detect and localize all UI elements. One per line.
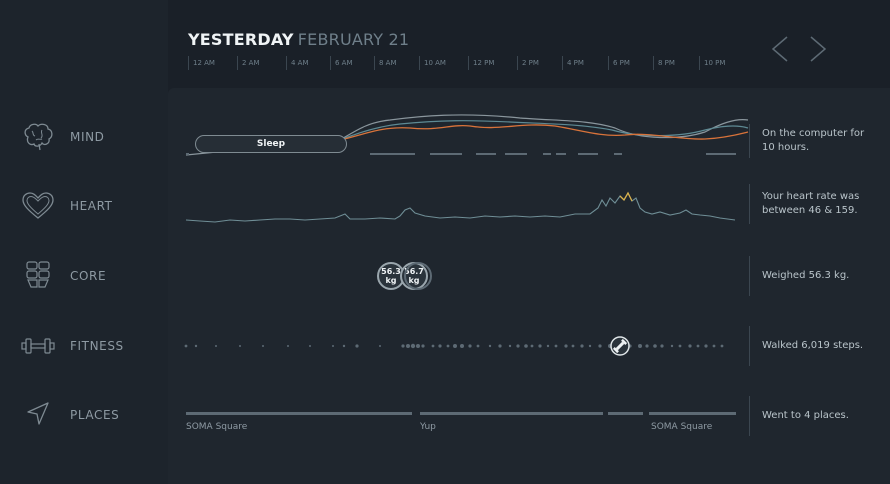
time-tick: 6 AM — [330, 56, 353, 70]
dumbbell-icon — [21, 338, 55, 354]
row-label-places: PLACES — [70, 408, 120, 422]
previous-day-button[interactable] — [770, 36, 790, 62]
heart-rate-peak — [619, 191, 633, 202]
mind-line-gray-a — [185, 114, 749, 156]
time-tick: 6 PM — [608, 56, 630, 70]
summary-mind: On the computer for 10 hours. — [749, 124, 879, 158]
chevron-left-icon — [771, 36, 788, 62]
time-tick: 2 AM — [237, 56, 260, 70]
workout-marker[interactable] — [610, 336, 630, 356]
row-mind[interactable]: MIND — [0, 117, 168, 157]
row-label-fitness: FITNESS — [70, 339, 124, 353]
time-tick: 10 AM — [419, 56, 446, 70]
time-tick: 12 PM — [468, 56, 494, 70]
row-places[interactable]: PLACES — [0, 395, 168, 435]
heart-rate-line — [185, 191, 736, 223]
summary-fitness: Walked 6,019 steps. — [749, 326, 879, 366]
time-tick: 8 AM — [374, 56, 397, 70]
chevron-right-icon — [810, 36, 827, 62]
step-dots — [184, 343, 724, 349]
time-tick: 8 PM — [653, 56, 675, 70]
sidebar — [0, 0, 168, 484]
row-label-mind: MIND — [70, 130, 105, 144]
place-label[interactable]: Yup — [420, 422, 436, 432]
abs-icon — [26, 261, 50, 288]
activity-charts — [184, 114, 749, 415]
row-fitness[interactable]: FITNESS — [0, 326, 168, 366]
date-label: FEBRUARY 21 — [297, 30, 410, 49]
location-arrow-icon — [27, 402, 49, 425]
brain-icon — [24, 123, 53, 151]
time-tick: 4 PM — [562, 56, 584, 70]
weight-bubble-ring — [404, 262, 432, 290]
summary-core: Weighed 56.3 kg. — [749, 256, 879, 296]
place-label[interactable]: SOMA Square — [186, 422, 248, 432]
time-tick: 12 AM — [188, 56, 215, 70]
page-title: YESTERDAY FEBRUARY 21 — [188, 30, 409, 49]
row-core[interactable]: CORE — [0, 256, 168, 296]
time-tick: 10 PM — [699, 56, 725, 70]
heart-icon — [22, 192, 54, 219]
time-axis: 12 AM 2 AM 4 AM 6 AM 8 AM 10 AM 12 PM 2 … — [188, 56, 748, 72]
row-label-core: CORE — [70, 269, 107, 283]
row-label-heart: HEART — [70, 199, 113, 213]
mind-line-gray-b — [339, 120, 749, 141]
time-tick: 4 AM — [286, 56, 309, 70]
sleep-activity-badge[interactable]: Sleep — [195, 135, 347, 153]
place-label[interactable]: SOMA Square — [651, 422, 713, 432]
summary-heart: Your heart rate was between 46 & 159. — [749, 184, 879, 224]
place-bars — [186, 412, 736, 415]
next-day-button[interactable] — [808, 36, 828, 62]
day-label: YESTERDAY — [188, 30, 294, 49]
time-tick: 2 PM — [517, 56, 539, 70]
mind-line-orange — [339, 124, 749, 141]
summary-places: Went to 4 places. — [749, 396, 879, 436]
row-heart[interactable]: HEART — [0, 186, 168, 226]
computer-usage-bars — [186, 153, 736, 155]
timeline-panel — [168, 88, 890, 484]
